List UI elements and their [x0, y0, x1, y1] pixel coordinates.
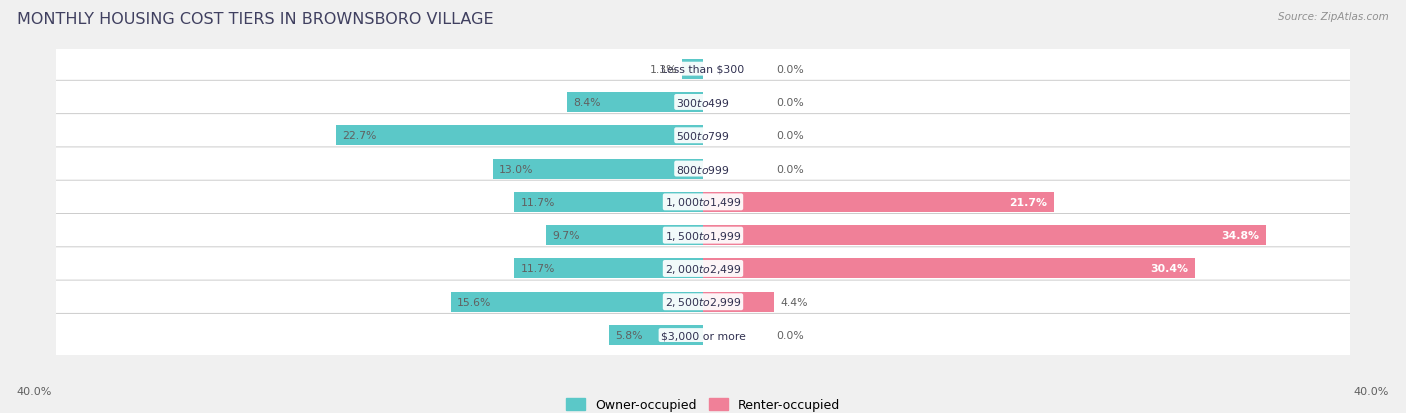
Text: 30.4%: 30.4%	[1150, 264, 1188, 274]
FancyBboxPatch shape	[46, 181, 1360, 224]
FancyBboxPatch shape	[46, 280, 1360, 324]
Bar	[451, 292, 703, 312]
Text: $1,500 to $1,999: $1,500 to $1,999	[665, 229, 741, 242]
Text: 9.7%: 9.7%	[553, 230, 581, 241]
Bar	[703, 192, 1054, 212]
Text: 5.8%: 5.8%	[616, 330, 643, 340]
Text: 15.6%: 15.6%	[457, 297, 492, 307]
Bar	[703, 292, 775, 312]
Bar	[494, 159, 703, 179]
Text: Source: ZipAtlas.com: Source: ZipAtlas.com	[1278, 12, 1389, 22]
Text: $500 to $799: $500 to $799	[676, 130, 730, 142]
Text: Less than $300: Less than $300	[661, 64, 745, 74]
FancyBboxPatch shape	[46, 313, 1360, 357]
Text: $1,000 to $1,499: $1,000 to $1,499	[665, 196, 741, 209]
Bar	[609, 325, 703, 345]
Text: 0.0%: 0.0%	[776, 330, 803, 340]
Bar	[513, 192, 703, 212]
Text: $2,500 to $2,999: $2,500 to $2,999	[665, 296, 741, 309]
Text: 8.4%: 8.4%	[574, 98, 602, 108]
Text: 40.0%: 40.0%	[1354, 387, 1389, 396]
Text: 1.3%: 1.3%	[650, 64, 678, 74]
Bar	[703, 225, 1265, 246]
Bar	[336, 126, 703, 146]
Text: 11.7%: 11.7%	[520, 197, 554, 207]
Text: 11.7%: 11.7%	[520, 264, 554, 274]
Text: 0.0%: 0.0%	[776, 64, 803, 74]
Text: $800 to $999: $800 to $999	[676, 163, 730, 175]
Bar	[513, 259, 703, 279]
Text: 22.7%: 22.7%	[343, 131, 377, 141]
FancyBboxPatch shape	[46, 214, 1360, 257]
Bar	[703, 259, 1195, 279]
Text: $3,000 or more: $3,000 or more	[661, 330, 745, 340]
Text: 34.8%: 34.8%	[1222, 230, 1260, 241]
Text: $300 to $499: $300 to $499	[676, 97, 730, 109]
Text: 0.0%: 0.0%	[776, 98, 803, 108]
FancyBboxPatch shape	[46, 114, 1360, 157]
Text: $2,000 to $2,499: $2,000 to $2,499	[665, 262, 741, 275]
FancyBboxPatch shape	[46, 81, 1360, 124]
Bar	[546, 225, 703, 246]
Text: 40.0%: 40.0%	[17, 387, 52, 396]
Legend: Owner-occupied, Renter-occupied: Owner-occupied, Renter-occupied	[561, 393, 845, 413]
FancyBboxPatch shape	[46, 48, 1360, 91]
FancyBboxPatch shape	[46, 147, 1360, 191]
Bar	[682, 59, 703, 79]
Text: 0.0%: 0.0%	[776, 131, 803, 141]
Bar	[567, 93, 703, 113]
FancyBboxPatch shape	[46, 247, 1360, 290]
Text: 4.4%: 4.4%	[780, 297, 808, 307]
Text: 0.0%: 0.0%	[776, 164, 803, 174]
Text: 13.0%: 13.0%	[499, 164, 534, 174]
Text: 21.7%: 21.7%	[1010, 197, 1047, 207]
Text: MONTHLY HOUSING COST TIERS IN BROWNSBORO VILLAGE: MONTHLY HOUSING COST TIERS IN BROWNSBORO…	[17, 12, 494, 27]
